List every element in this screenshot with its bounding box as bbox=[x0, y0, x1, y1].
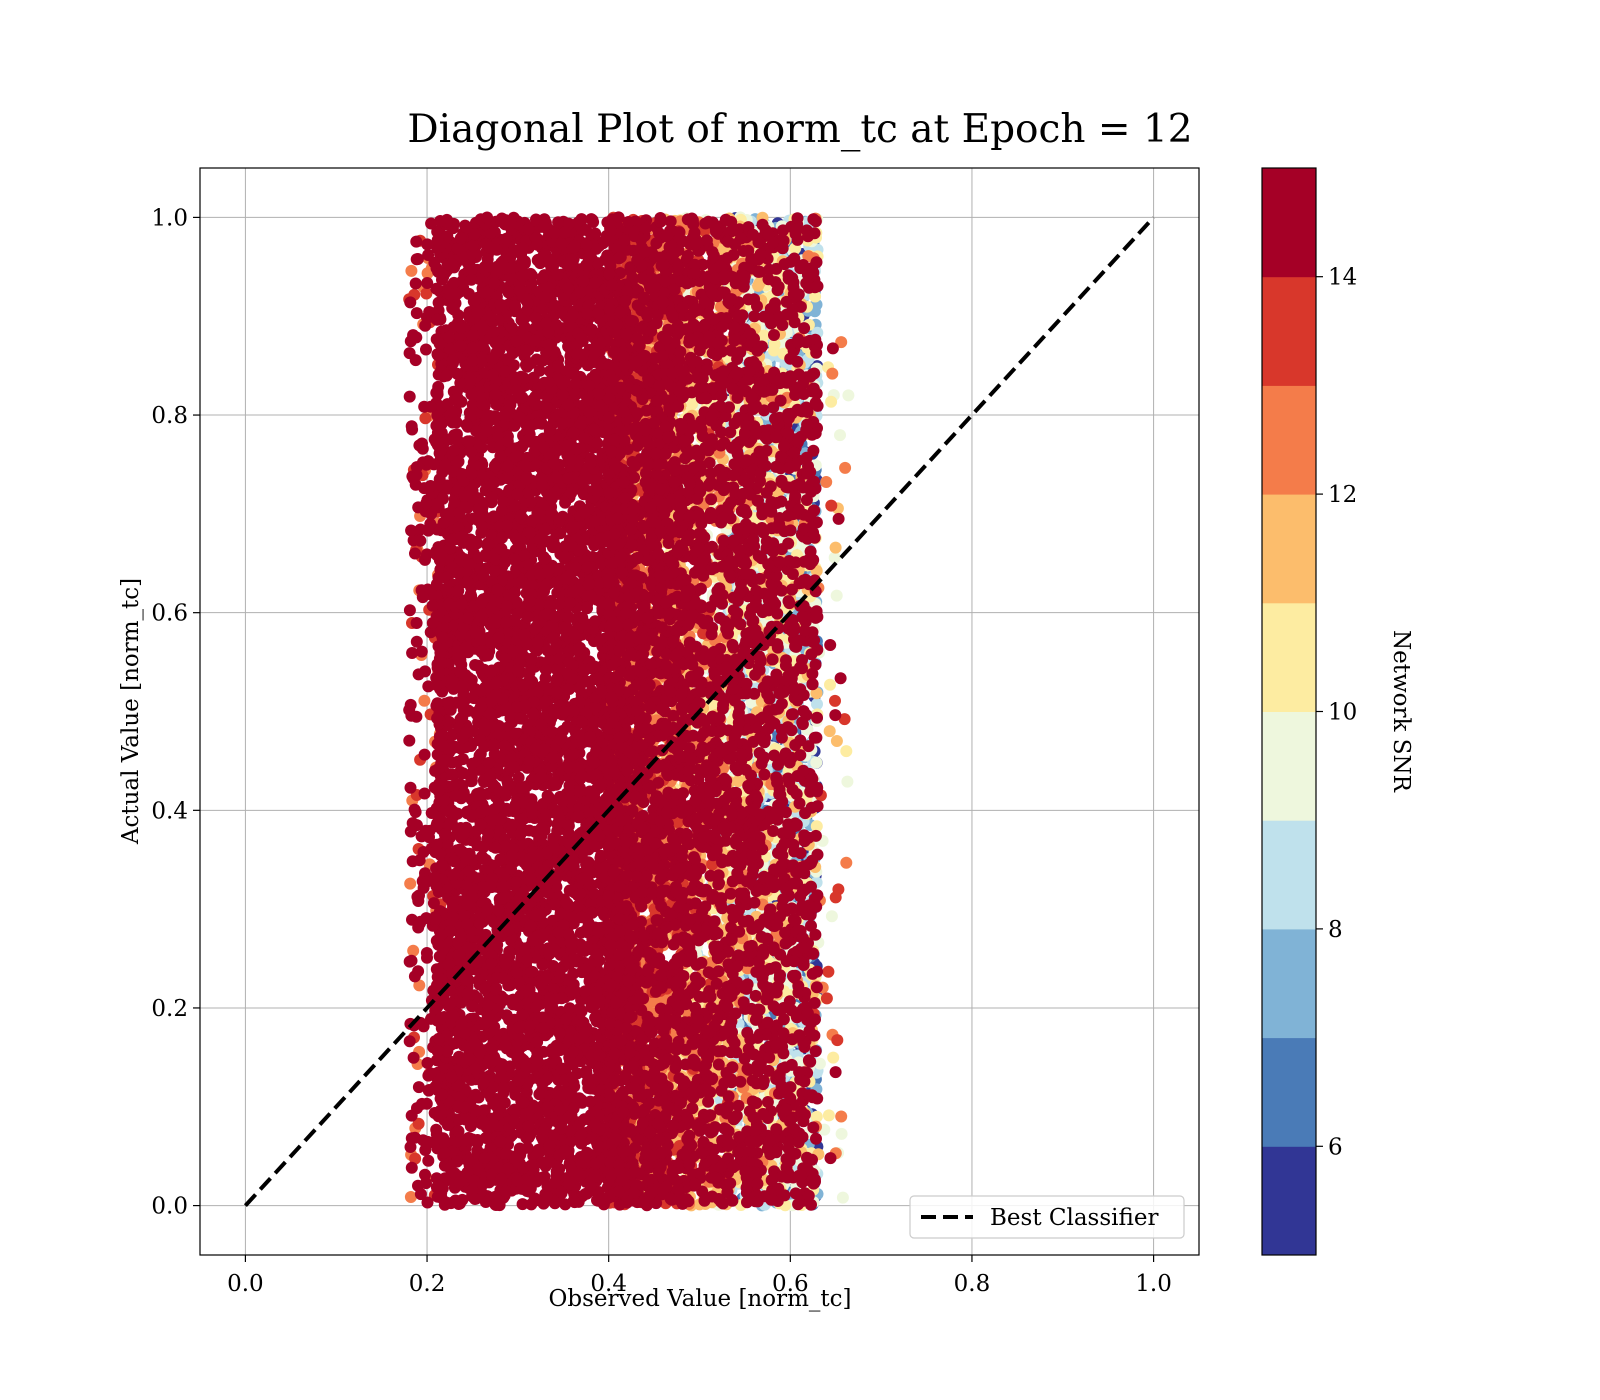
scatter-point bbox=[828, 551, 841, 564]
scatter-point bbox=[822, 1109, 835, 1122]
scatter-point bbox=[835, 1127, 848, 1140]
scatter-point bbox=[810, 756, 823, 769]
scatter-point bbox=[836, 1191, 849, 1204]
scatter-point bbox=[813, 1057, 826, 1070]
scatter-point bbox=[834, 429, 846, 442]
scatter-point bbox=[830, 589, 843, 602]
scatter-point bbox=[840, 856, 853, 869]
scatter-point bbox=[825, 910, 838, 923]
chart-title: Diagonal Plot of norm_tc at Epoch = 12 bbox=[407, 107, 1192, 152]
scatter-point bbox=[840, 745, 853, 758]
scatter-point bbox=[404, 877, 417, 890]
scatter-point bbox=[835, 1110, 848, 1123]
scatter-point bbox=[829, 541, 842, 554]
plot-area: 0.0 0.2 0.4 0.6 0.8 1.0 0.00.20.40.60.81.0 Be… bbox=[151, 167, 1200, 1297]
scatter-point bbox=[826, 367, 839, 380]
scatter-point bbox=[839, 461, 852, 474]
scatter-point bbox=[825, 395, 838, 408]
scatter-point bbox=[842, 389, 855, 402]
scatter-point bbox=[823, 725, 836, 738]
scatter-point bbox=[841, 775, 854, 788]
scatter-point bbox=[820, 476, 833, 488]
scatter-point bbox=[811, 698, 823, 711]
scatter-point bbox=[824, 678, 836, 691]
scatter-points bbox=[403, 211, 855, 1212]
scatter-point bbox=[830, 735, 843, 747]
scatter-point bbox=[407, 944, 420, 957]
scatter-point bbox=[827, 1051, 840, 1064]
scatter-point bbox=[405, 264, 418, 277]
